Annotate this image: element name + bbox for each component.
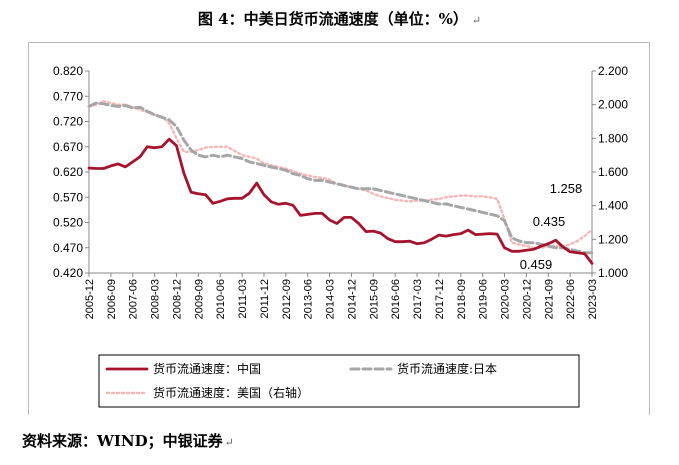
x-tick-label: 2006-09 <box>106 279 118 319</box>
series-line-0 <box>87 137 594 265</box>
y-right-tick-label: 2.200 <box>598 64 628 78</box>
y-left-tick-label: 0.420 <box>53 266 83 280</box>
y-right-tick-label: 1.600 <box>598 165 628 179</box>
x-tick-label: 2008-12 <box>171 279 183 319</box>
legend-label: 货币流通速度：中国 <box>153 361 261 376</box>
source-text: 资料来源：WIND；中银证券 <box>22 432 223 450</box>
legend-box <box>98 354 580 408</box>
y-right-tick-label: 1.000 <box>598 266 628 280</box>
x-tick-label: 2017-12 <box>434 279 446 319</box>
x-tick-label: 2009-09 <box>193 279 205 319</box>
page-title-text: 图 4：中美日货币流通速度（单位：%） <box>197 10 468 28</box>
x-tick-label: 2017-03 <box>412 279 424 319</box>
y-left-tick-label: 0.570 <box>53 190 83 204</box>
x-tick-label: 2011-12 <box>259 279 271 319</box>
y-right-tick-label: 1.200 <box>598 232 628 246</box>
return-mark-icon: ↵ <box>224 436 234 449</box>
x-tick-label: 2020-03 <box>500 279 512 319</box>
y-left-tick-label: 0.720 <box>53 115 83 129</box>
chart-svg: 0.420 0.470 0.520 0.570 0.620 0.670 0.720 0.770… <box>53 64 628 408</box>
x-tick-label: 2018-09 <box>456 279 468 319</box>
x-tick-label: 2008-03 <box>150 279 162 319</box>
x-tick-label: 2005-12 <box>84 279 96 319</box>
data-label: 0.459 <box>520 257 553 272</box>
data-label: 0.435 <box>533 214 566 229</box>
x-tick-label: 2023-03 <box>587 279 599 319</box>
x-tick-label: 2015-09 <box>368 279 380 319</box>
y-right-tick-label: 1.800 <box>598 131 628 145</box>
series-line-1 <box>87 101 594 255</box>
y-left-tick-label: 0.520 <box>53 216 83 230</box>
legend-label: 货币流通速度:日本 <box>397 361 497 376</box>
source-note: 资料来源：WIND；中银证券 ↵ <box>22 430 234 451</box>
y-left-tick-label: 0.620 <box>53 165 83 179</box>
x-tick-label: 2007-06 <box>128 279 140 319</box>
x-tick-label: 2016-06 <box>390 279 402 319</box>
x-tick-label: 2013-06 <box>303 279 315 319</box>
x-tick-label: 2012-09 <box>281 279 293 319</box>
return-mark-icon: ↵ <box>471 14 482 27</box>
x-tick-label: 2019-06 <box>478 279 490 319</box>
x-tick-label: 2020-12 <box>521 279 533 319</box>
y-right-tick-label: 1.400 <box>598 199 628 213</box>
y-left-tick-label: 0.770 <box>53 89 83 103</box>
series-line-2 <box>87 100 594 250</box>
y-left-tick-label: 0.670 <box>53 140 83 154</box>
y-right-tick-label: 2.000 <box>598 98 628 112</box>
y-left-tick-label: 0.470 <box>53 241 83 255</box>
y-left-tick-label: 0.820 <box>53 64 83 78</box>
x-tick-label: 2021-09 <box>543 279 555 319</box>
legend-label: 货币流通速度：美国（右轴） <box>153 385 309 400</box>
x-tick-label: 2022-06 <box>565 279 577 319</box>
chart-frame: 0.420 0.470 0.520 0.570 0.620 0.670 0.720 0.770… <box>28 42 650 415</box>
x-tick-label: 2010-06 <box>215 279 227 319</box>
data-label: 1.258 <box>550 181 583 196</box>
x-tick-label: 2014-03 <box>325 279 337 319</box>
x-tick-label: 2011-03 <box>237 279 249 319</box>
x-tick-label: 2014-12 <box>346 279 358 319</box>
page-title: 图 4：中美日货币流通速度（单位：%） ↵ <box>0 8 679 29</box>
